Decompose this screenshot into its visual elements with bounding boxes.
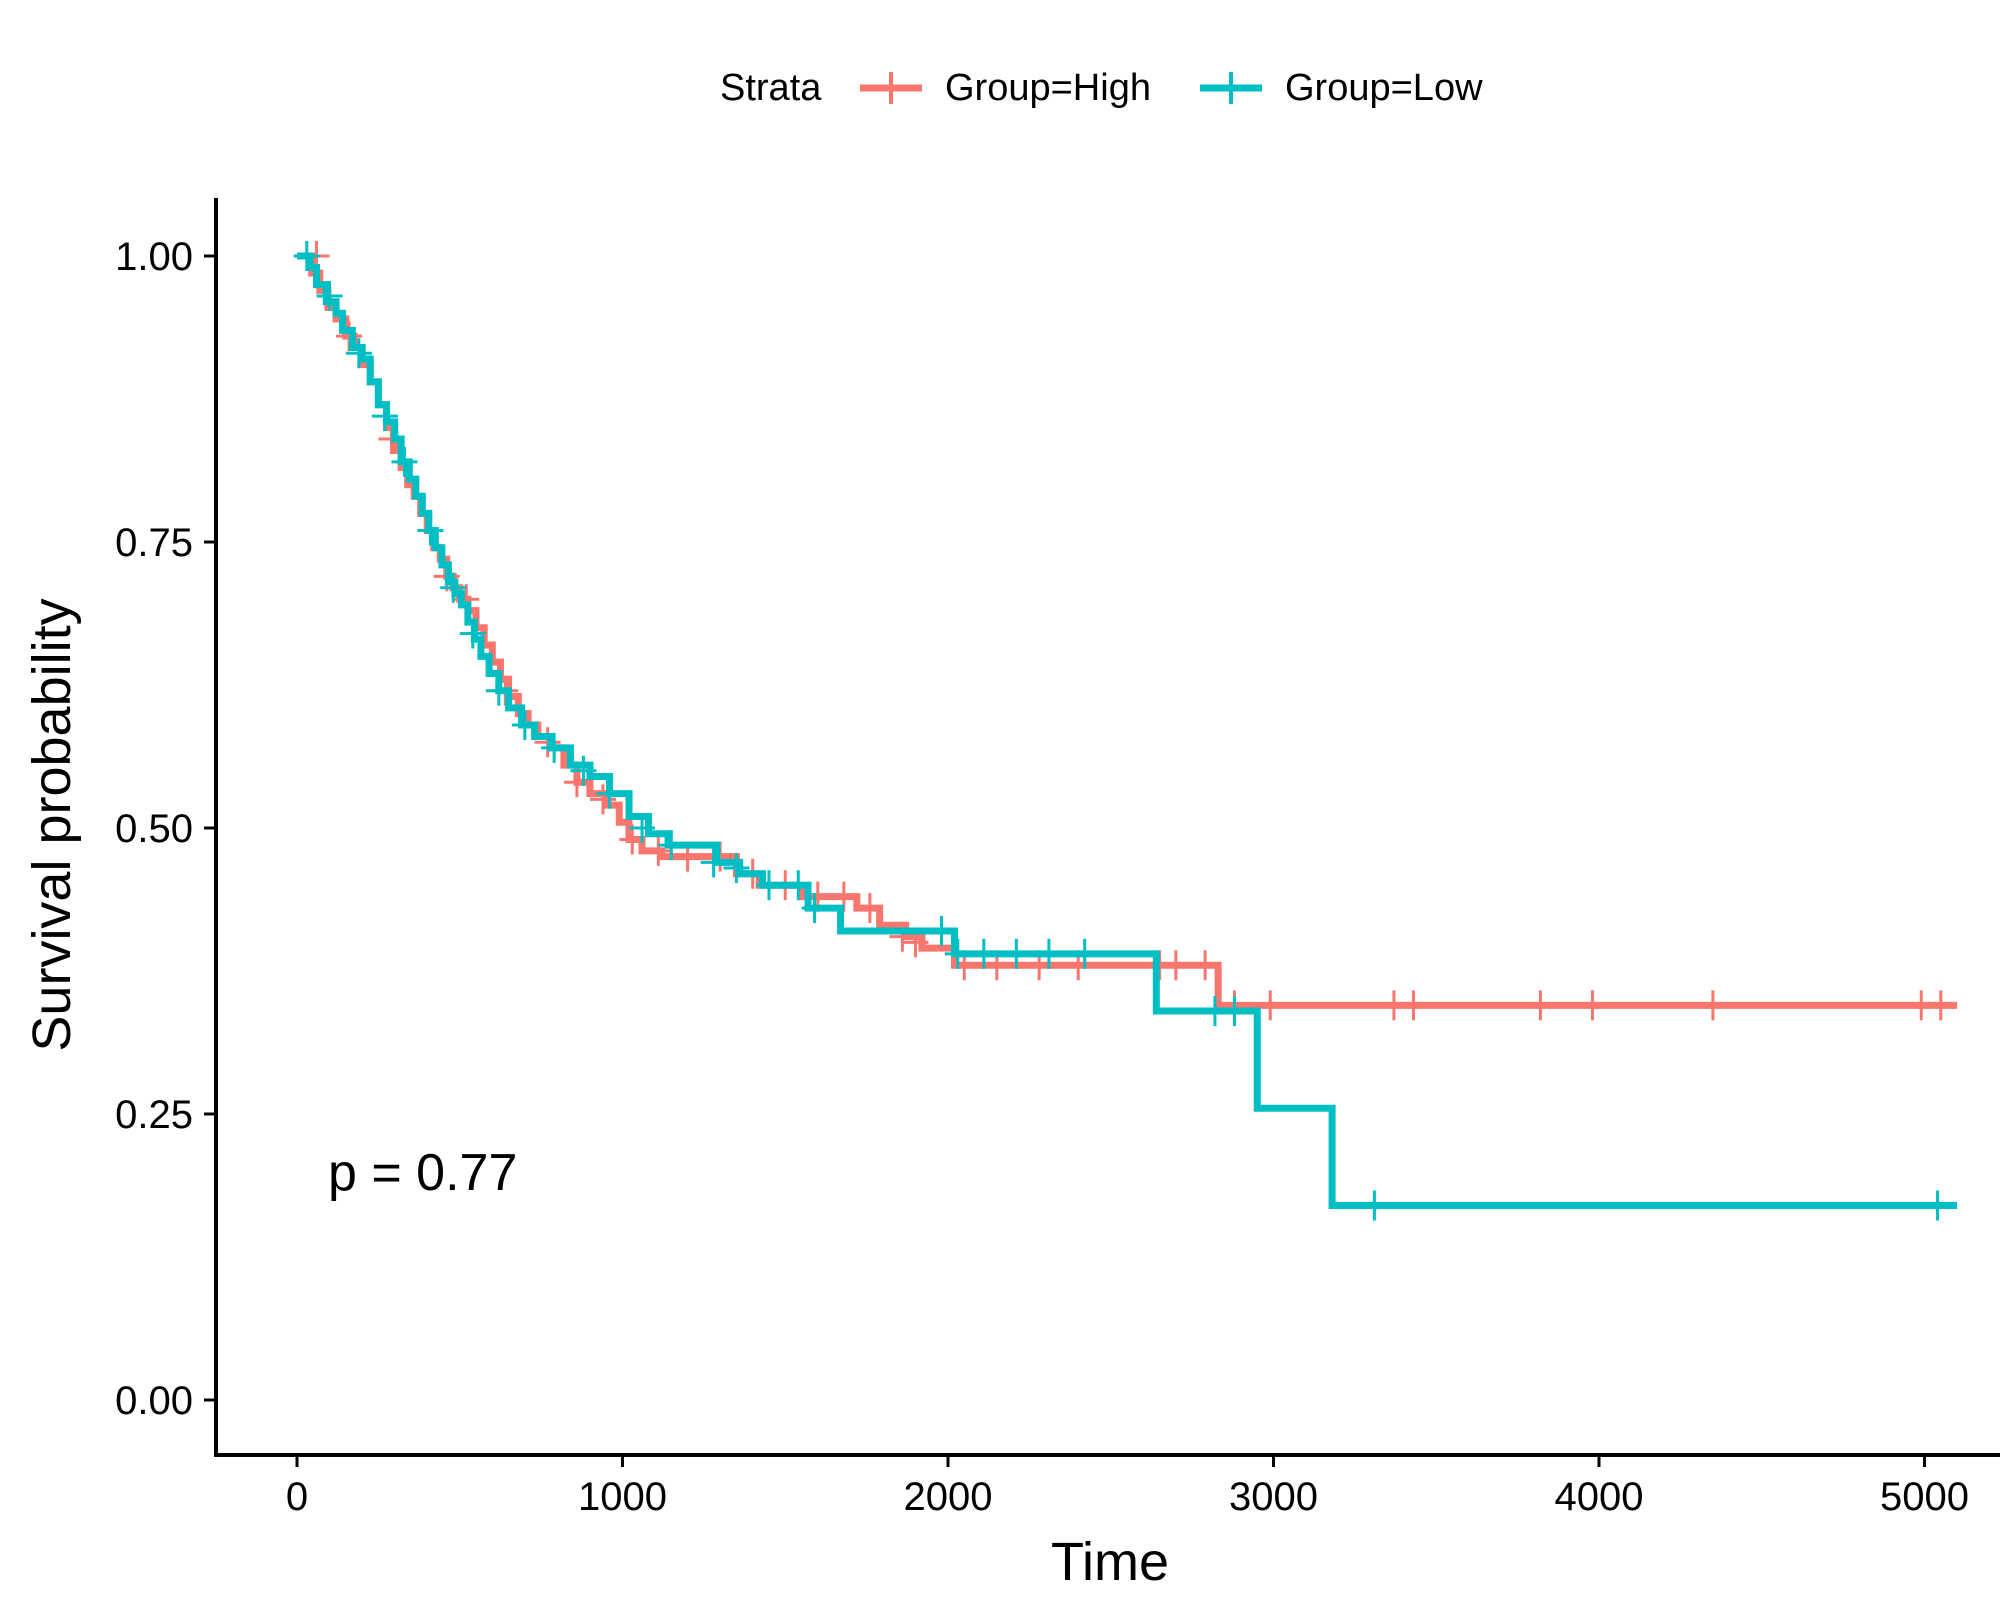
- y-tick-label: 1.00: [115, 235, 193, 279]
- y-tick-label: 0.75: [115, 521, 193, 565]
- y-axis-ticks: 0.00 0.25 0.50 0.75 1.00: [115, 235, 216, 1423]
- survival-curve-low: [297, 252, 1958, 1210]
- legend-item-low: Group=Low: [1200, 67, 1483, 109]
- survival-curve-high: [297, 252, 1958, 1009]
- legend-item-high: Group=High: [860, 67, 1151, 109]
- x-tick-label: 5000: [1880, 1475, 1969, 1519]
- x-tick-label: 3000: [1229, 1475, 1318, 1519]
- legend: Strata Group=High Group=Low: [720, 67, 1483, 109]
- x-tick-label: 0: [286, 1475, 308, 1519]
- y-axis-title: Survival probability: [22, 598, 82, 1051]
- legend-high-label: Group=High: [945, 67, 1151, 109]
- y-tick-label: 0.25: [115, 1093, 193, 1137]
- x-axis-ticks: 0 1000 2000 3000 4000 5000: [286, 1455, 1969, 1519]
- legend-title: Strata: [720, 67, 822, 109]
- y-tick-label: 0.50: [115, 807, 193, 851]
- y-tick-label: 0.00: [115, 1379, 193, 1423]
- plot-area: [293, 241, 1958, 1221]
- legend-low-label: Group=Low: [1285, 67, 1483, 109]
- x-tick-label: 1000: [578, 1475, 667, 1519]
- x-axis-title: Time: [1051, 1532, 1169, 1592]
- x-tick-label: 2000: [904, 1475, 993, 1519]
- x-tick-label: 4000: [1555, 1475, 1644, 1519]
- p-value-annotation: p = 0.77: [328, 1144, 517, 1202]
